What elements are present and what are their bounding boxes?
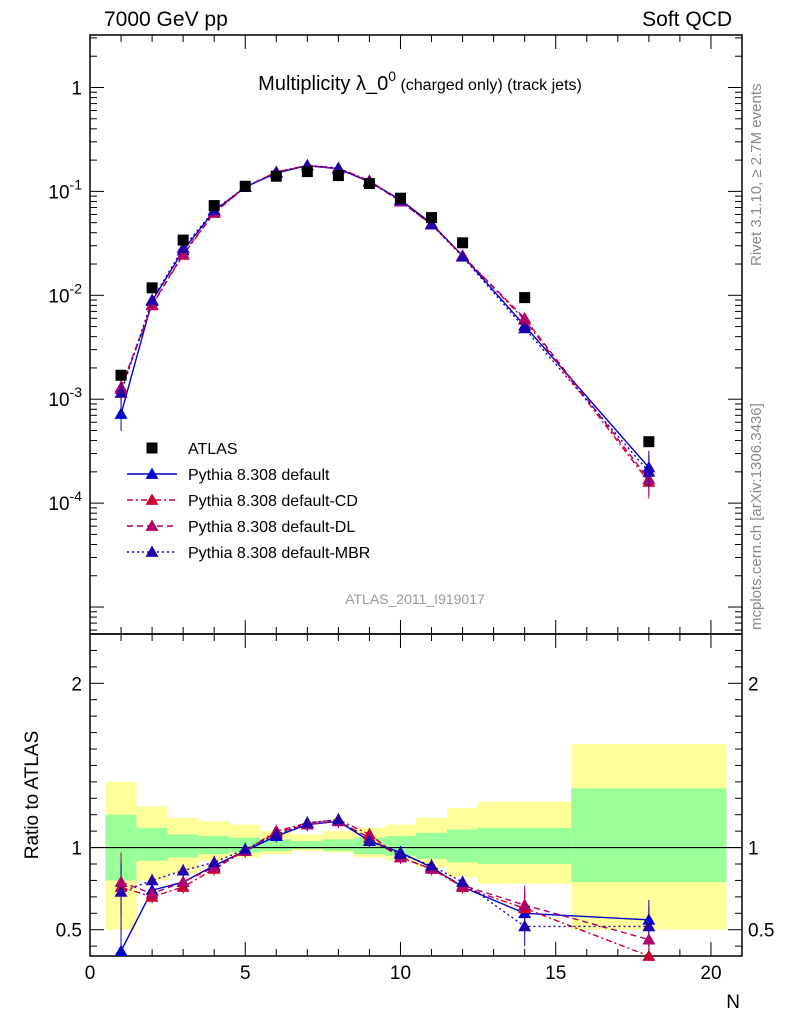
legend-marker [145, 467, 159, 479]
chart-title: Multiplicity λ_00 (charged only) (track … [258, 68, 582, 95]
series-point-main [518, 321, 532, 334]
ratio-y-tick-label-right: 1 [748, 839, 759, 860]
ratio-y-tick-label-right: 0.5 [748, 921, 774, 942]
series-point-ratio [642, 949, 656, 961]
data-point-main [519, 292, 531, 304]
series-point-ratio [145, 887, 159, 899]
series-point-ratio [456, 875, 470, 887]
band-green [322, 839, 354, 851]
series-point-ratio [331, 813, 345, 825]
series-point-ratio [642, 919, 656, 932]
data-point-main [394, 192, 406, 204]
x-tick-label: 0 [85, 963, 96, 984]
x-tick-label: 5 [240, 963, 251, 984]
header-right: Soft QCD [642, 8, 732, 31]
series-point-main [456, 250, 470, 262]
series-point-ratio [642, 933, 656, 945]
band-green [198, 836, 230, 855]
y-tick-label: 1 [71, 78, 82, 99]
series-point-ratio [518, 898, 532, 910]
legend-label-data: ATLAS [188, 441, 238, 458]
series-point-main [145, 293, 159, 305]
series-point-main [331, 161, 345, 173]
legend-label: Pythia 8.308 default-MBR [188, 545, 370, 562]
series-point-ratio [114, 875, 128, 887]
data-point-main [426, 212, 438, 224]
series-point-main [176, 241, 190, 253]
series-line-main [120, 164, 650, 483]
legend-marker [145, 519, 159, 531]
series-point-main [114, 407, 128, 419]
data-point-main [363, 178, 375, 190]
series-line-main [120, 164, 650, 468]
band-green [447, 829, 479, 863]
y-tick-label: 10-3 [48, 384, 82, 411]
series-line-main [120, 164, 650, 480]
x-tick-label: 15 [545, 963, 566, 984]
ratio-frame [89, 633, 743, 957]
series-point-main [425, 218, 439, 230]
y-tick-label: 10-2 [48, 280, 82, 307]
legend-label: Pythia 8.308 default-CD [188, 493, 358, 510]
legend-marker [145, 493, 159, 505]
series-point-ratio [114, 944, 128, 956]
series-point-main [642, 465, 656, 477]
data-point-main [270, 170, 282, 182]
y-tick-label: 10-1 [48, 176, 82, 203]
band-green [478, 827, 572, 864]
legend-label: Pythia 8.308 default [188, 467, 330, 484]
band-green [136, 827, 168, 861]
series-point-ratio [176, 875, 190, 887]
series-point-ratio [642, 913, 656, 925]
band-green [260, 839, 292, 851]
series-point-ratio [207, 855, 221, 868]
series-line-main [120, 164, 650, 473]
series-point-ratio [300, 816, 314, 828]
series-point-ratio [393, 847, 407, 860]
series-line-ratio [120, 820, 650, 941]
data-point-main [115, 369, 127, 381]
series-point-ratio [145, 873, 159, 886]
series-point-ratio [362, 834, 376, 846]
series-point-main [518, 311, 532, 324]
band-green [291, 841, 323, 850]
x-axis-label: N [726, 992, 740, 1013]
ratio-y-tick-label: 1 [71, 839, 82, 860]
series-point-main [176, 247, 190, 259]
legend-label: Pythia 8.308 default-DL [188, 519, 355, 536]
data-point-main [146, 282, 158, 294]
series-line-ratio [120, 818, 650, 957]
band-green [167, 834, 199, 858]
data-point-main [208, 200, 220, 212]
watermark: ATLAS_2011_I919017 [345, 591, 485, 607]
series-point-ratio [176, 864, 190, 876]
series-point-ratio [114, 885, 128, 897]
band-green [571, 788, 727, 883]
series-point-ratio [518, 919, 532, 932]
data-point-main [239, 180, 251, 192]
ratio-y-axis-label: Ratio to ATLAS [22, 731, 43, 860]
legend-marker-data [146, 442, 158, 454]
series-point-ratio [425, 859, 439, 871]
ratio-y-tick-label-right: 2 [748, 674, 759, 695]
data-point-main [332, 170, 344, 182]
ratio-y-tick-label: 2 [71, 674, 82, 695]
data-point-main [301, 166, 313, 178]
band-green [416, 832, 448, 860]
header-left: 7000 GeV pp [104, 8, 228, 31]
series-point-ratio [238, 842, 252, 855]
data-point-main [643, 436, 655, 448]
legend-marker [145, 545, 159, 557]
data-point-main [457, 237, 469, 249]
x-tick-label: 10 [390, 963, 411, 984]
x-tick-label: 20 [700, 963, 721, 984]
y-tick-label: 10-4 [48, 488, 82, 515]
series-line-ratio [120, 818, 649, 928]
series-point-main [114, 386, 128, 398]
data-point-main [177, 234, 189, 246]
series-point-ratio [269, 827, 283, 840]
ratio-y-tick-label: 0.5 [56, 921, 82, 942]
